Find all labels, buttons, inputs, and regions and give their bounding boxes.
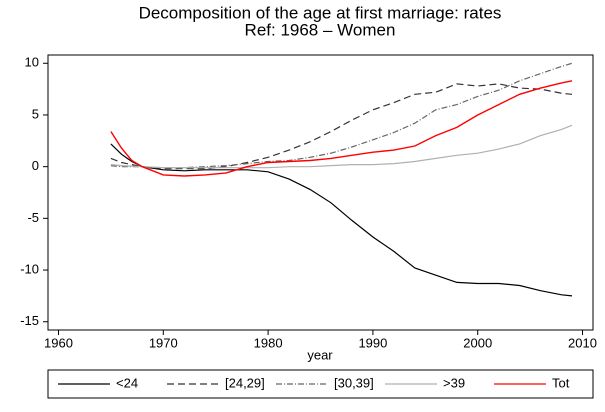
chart-subtitle: Ref: 1968 – Women bbox=[245, 20, 396, 39]
series-line bbox=[110, 80, 573, 177]
legend-label: Tot bbox=[552, 375, 570, 390]
legend-label: [30,39] bbox=[334, 375, 374, 390]
series-line bbox=[110, 124, 573, 169]
x-tick-label: 2000 bbox=[463, 335, 492, 350]
x-tick-label: 1960 bbox=[44, 335, 73, 350]
x-tick-label: 1980 bbox=[254, 335, 283, 350]
series-line bbox=[110, 83, 573, 170]
series-line bbox=[110, 62, 573, 169]
x-tick-label: 1970 bbox=[149, 335, 178, 350]
y-tick-label: -10 bbox=[20, 261, 39, 276]
y-tick-label: -5 bbox=[27, 210, 39, 225]
chart-title: Decomposition of the age at first marria… bbox=[139, 3, 502, 22]
x-axis-label: year bbox=[307, 347, 333, 362]
legend-box bbox=[47, 369, 594, 399]
series-line bbox=[110, 143, 573, 297]
legend-label: <24 bbox=[116, 375, 138, 390]
legend-label: [24,29] bbox=[225, 375, 265, 390]
y-tick-label: 5 bbox=[32, 106, 39, 121]
y-tick-label: -15 bbox=[20, 313, 39, 328]
x-tick-label: 2010 bbox=[568, 335, 597, 350]
plot-frame bbox=[47, 54, 594, 331]
y-tick-label: 0 bbox=[32, 158, 39, 173]
y-tick-label: 10 bbox=[25, 55, 39, 70]
x-tick-label: 1990 bbox=[358, 335, 387, 350]
legend-label: >39 bbox=[443, 375, 465, 390]
